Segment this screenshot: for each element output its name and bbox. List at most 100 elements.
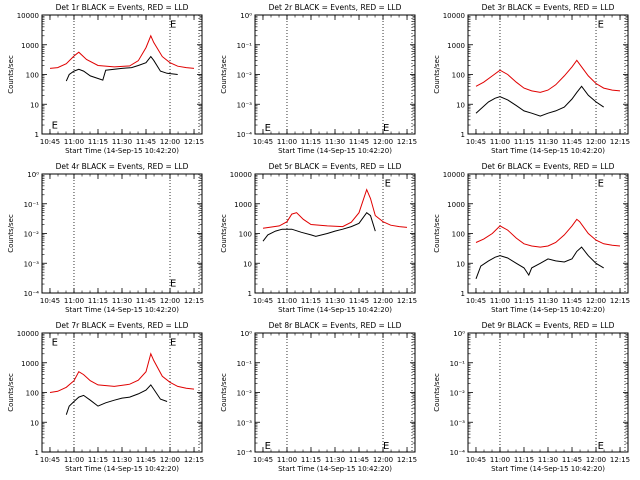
x-tick-label: 11:30	[538, 138, 558, 146]
y-tick-label: 100	[239, 231, 252, 239]
e-marker: E	[265, 441, 271, 452]
y-tick-label: 100	[452, 72, 465, 80]
x-tick-label: 12:00	[160, 138, 180, 146]
y-tick-label: 10⁻¹	[450, 360, 466, 368]
x-tick-label: 12:00	[160, 297, 180, 305]
y-tick-label: 10	[456, 101, 465, 109]
e-marker: E	[598, 441, 604, 452]
y-tick-label: 1000	[21, 360, 39, 368]
panel-title: Det 2r BLACK = Events, RED = LLD	[269, 3, 402, 12]
x-tick-label: 10:45	[466, 138, 486, 146]
panel-det-1: Det 1r BLACK = Events, RED = LLD 1 10 100 10…	[7, 3, 204, 155]
e-marker: E	[598, 20, 604, 31]
y-tick-label: 10	[30, 419, 39, 427]
x-tick-label: 12:15	[610, 297, 630, 305]
x-tick-label: 11:00	[277, 138, 297, 146]
x-axis-label: Start Time (14-Sep-15 10:42:20)	[491, 147, 605, 155]
x-tick-label: 11:15	[88, 138, 108, 146]
x-tick-label: 12:00	[160, 456, 180, 464]
panel-title: Det 7r BLACK = Events, RED = LLD	[56, 321, 189, 330]
x-tick-label: 10:45	[40, 456, 60, 464]
y-tick-label: 10⁻⁴	[237, 131, 253, 139]
x-tick-label: 12:15	[184, 138, 204, 146]
x-tick-label: 11:45	[349, 138, 369, 146]
y-tick-label: 1	[35, 131, 39, 139]
x-tick-label: 11:30	[112, 456, 132, 464]
x-tick-label: 11:00	[64, 138, 84, 146]
x-tick-label: 10:45	[253, 456, 273, 464]
y-tick-label: 1000	[234, 201, 252, 209]
x-axis-label: Start Time (14-Sep-15 10:42:20)	[65, 465, 179, 473]
x-axis-label: Start Time (14-Sep-15 10:42:20)	[278, 147, 392, 155]
x-tick-label: 11:00	[490, 297, 510, 305]
x-axis-label: Start Time (14-Sep-15 10:42:20)	[278, 465, 392, 473]
y-axis-label: Counts/sec	[220, 373, 228, 412]
y-tick-label: 10⁻²	[237, 390, 253, 398]
x-tick-label: 11:15	[301, 297, 321, 305]
x-tick-label: 11:15	[88, 297, 108, 305]
plot-frame	[254, 173, 416, 294]
x-tick-label: 11:45	[136, 456, 156, 464]
events-series-line	[475, 85, 604, 117]
e-marker: E	[52, 121, 58, 132]
e-marker: E	[170, 20, 176, 31]
y-tick-label: 10	[456, 260, 465, 268]
y-tick-label: 10⁻⁴	[237, 449, 253, 457]
y-tick-label: 10⁻³	[237, 101, 253, 109]
panel-title: Det 1r BLACK = Events, RED = LLD	[56, 3, 189, 12]
panel-title: Det 5r BLACK = Events, RED = LLD	[269, 162, 402, 171]
y-tick-label: 10⁻²	[450, 390, 466, 398]
x-tick-label: 11:30	[112, 297, 132, 305]
lld-series-line	[262, 188, 408, 229]
y-tick-label: 100	[26, 72, 39, 80]
x-tick-label: 11:15	[514, 297, 534, 305]
y-tick-label: 10000	[443, 12, 465, 20]
panel-det-2: Det 2r BLACK = Events, RED = LLD 10⁻⁴ 10⁻³…	[220, 3, 417, 155]
x-tick-label: 12:15	[184, 456, 204, 464]
y-tick-label: 10⁰	[27, 171, 39, 179]
x-tick-label: 12:15	[397, 297, 417, 305]
x-tick-label: 11:30	[325, 456, 345, 464]
e-marker: E	[170, 338, 176, 349]
y-tick-label: 10000	[17, 12, 39, 20]
panel-det-6: Det 6r BLACK = Events, RED = LLD 1 10 100 10…	[433, 162, 630, 314]
y-tick-label: 1	[461, 290, 465, 298]
y-axis-label: Counts/sec	[7, 373, 15, 412]
x-tick-label: 11:15	[514, 456, 534, 464]
y-tick-label: 100	[452, 231, 465, 239]
events-series-line	[65, 55, 178, 82]
x-tick-label: 11:30	[325, 297, 345, 305]
x-tick-label: 11:00	[64, 456, 84, 464]
e-marker: E	[383, 441, 389, 452]
plot-frame	[41, 173, 203, 294]
panel-title: Det 6r BLACK = Events, RED = LLD	[482, 162, 615, 171]
x-tick-label: 12:15	[397, 456, 417, 464]
x-tick-label: 12:00	[586, 297, 606, 305]
y-tick-label: 1000	[447, 42, 465, 50]
x-tick-label: 11:15	[301, 138, 321, 146]
plot-frame	[254, 14, 416, 135]
x-tick-label: 11:45	[562, 138, 582, 146]
events-series-line	[475, 246, 604, 279]
x-tick-label: 11:45	[562, 456, 582, 464]
x-tick-label: 12:15	[610, 138, 630, 146]
events-series-line	[65, 384, 168, 415]
y-tick-label: 10⁻¹	[237, 42, 253, 50]
panel-title: Det 9r BLACK = Events, RED = LLD	[482, 321, 615, 330]
e-marker: E	[265, 123, 271, 134]
x-tick-label: 12:00	[373, 297, 393, 305]
y-tick-label: 10⁻³	[237, 419, 253, 427]
x-tick-label: 12:00	[373, 138, 393, 146]
plot-frame	[467, 14, 629, 135]
y-tick-label: 1	[35, 449, 39, 457]
panel-det-3: Det 3r BLACK = Events, RED = LLD 1 10 100 10…	[433, 3, 630, 155]
x-tick-label: 11:15	[301, 456, 321, 464]
y-tick-label: 10000	[17, 330, 39, 338]
y-tick-label: 10⁰	[453, 330, 465, 338]
plot-frame	[41, 332, 203, 453]
x-tick-label: 11:30	[325, 138, 345, 146]
x-tick-label: 10:45	[253, 297, 273, 305]
y-axis-label: Counts/sec	[433, 55, 441, 94]
y-tick-label: 10000	[443, 171, 465, 179]
